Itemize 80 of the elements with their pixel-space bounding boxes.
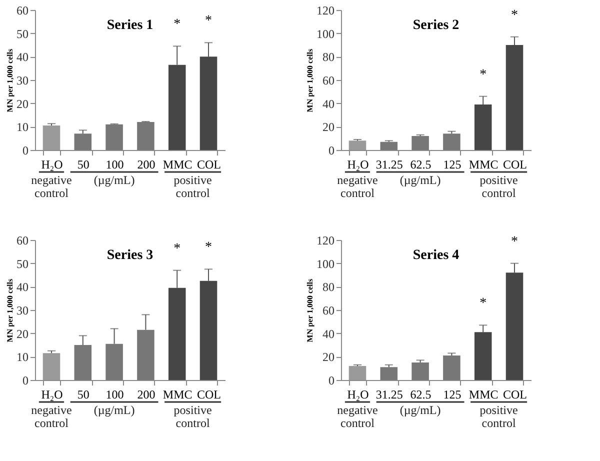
y-axis-title: MN per 1,000 cells [306, 278, 314, 342]
y-tick-label: 50 [16, 26, 28, 41]
y-tick-label: 40 [322, 96, 334, 111]
x-tick-label: 50 [77, 158, 90, 172]
annotation: * [480, 296, 487, 312]
y-tick-label: 20 [16, 96, 28, 111]
text: Series 3 [106, 248, 154, 263]
text: negative control [31, 403, 72, 430]
x-tick-label: COL [503, 158, 528, 172]
x-tick-label: 200 [137, 388, 156, 402]
x-tick-label: COL [197, 158, 222, 172]
text: (µg/mL) [400, 173, 441, 187]
annotation: * [480, 67, 487, 82]
text: positive control [480, 173, 518, 200]
annotation: * [174, 17, 181, 32]
annotation: * [511, 234, 518, 250]
y-tick-label: 60 [322, 74, 334, 88]
y-tick-label: 100 [316, 26, 334, 41]
y-tick-label: 30 [16, 304, 28, 318]
x-tick-label: 100 [106, 388, 124, 402]
text: Series 1 [106, 18, 154, 33]
y-tick-label: 80 [322, 280, 334, 294]
x-tick-label: 100 [106, 158, 124, 172]
x-tick-label: 62.5 [410, 388, 432, 402]
x-tick-label: H₂O [347, 388, 370, 402]
x-tick-label: 125 [443, 158, 462, 172]
y-tick-label: 120 [316, 234, 334, 248]
y-tick-label: 10 [16, 350, 28, 364]
x-tick-label: 125 [443, 388, 462, 402]
y-tick-label: 60 [16, 4, 28, 18]
x-tick-label: COL [503, 388, 528, 402]
y-tick-label: 40 [322, 326, 334, 341]
y-tick-label: 20 [322, 120, 334, 134]
y-tick-label: 100 [316, 256, 334, 271]
y-tick-label: 0 [328, 374, 334, 388]
text: negative control [31, 173, 72, 200]
x-tick-label: H₂O [41, 388, 64, 402]
y-tick-label: 20 [322, 350, 334, 364]
y-tick-label: 0 [22, 374, 28, 388]
x-tick-label: 31.25 [376, 158, 403, 172]
text: negative control [337, 403, 378, 430]
x-tick-label: MMC [162, 388, 192, 402]
y-tick-label: 60 [16, 234, 28, 248]
y-axis-title: MN per 1,000 cells [6, 48, 14, 112]
text: positive control [174, 173, 212, 200]
text: Series 4 [412, 248, 460, 263]
x-tick-label: 31.25 [376, 388, 403, 402]
x-tick-label: H₂O [41, 158, 64, 172]
annotation: * [205, 14, 212, 29]
y-tick-label: 10 [16, 120, 28, 134]
x-tick-label: MMC [162, 158, 192, 172]
y-tick-label: 30 [16, 74, 28, 88]
x-tick-label: 62.5 [410, 158, 432, 172]
y-axis-title: MN per 1,000 cells [306, 48, 314, 112]
y-tick-label: 60 [322, 304, 334, 318]
text: Series 2 [412, 18, 460, 33]
x-tick-label: 200 [137, 158, 156, 172]
y-tick-label: 40 [16, 280, 28, 294]
annotation: * [205, 240, 212, 256]
x-tick-label: COL [197, 388, 222, 402]
annotation: * [511, 8, 518, 23]
text: (µg/mL) [94, 173, 135, 187]
y-tick-label: 80 [322, 50, 334, 64]
y-tick-label: 0 [22, 144, 28, 158]
text: (µg/mL) [94, 403, 135, 417]
y-tick-label: 0 [328, 144, 334, 158]
text: negative control [337, 173, 378, 200]
y-tick-label: 20 [16, 326, 28, 341]
annotation: * [174, 241, 181, 256]
x-tick-label: MMC [468, 388, 498, 402]
y-tick-label: 50 [16, 256, 28, 271]
text: (µg/mL) [400, 403, 441, 417]
text: positive control [174, 403, 212, 430]
y-tick-label: 120 [316, 4, 334, 18]
x-tick-label: 50 [77, 388, 90, 402]
y-axis-title: MN per 1,000 cells [6, 278, 14, 342]
x-tick-label: H₂O [347, 158, 370, 172]
text: positive control [480, 403, 518, 430]
x-tick-label: MMC [468, 158, 498, 172]
y-tick-label: 40 [16, 50, 28, 64]
